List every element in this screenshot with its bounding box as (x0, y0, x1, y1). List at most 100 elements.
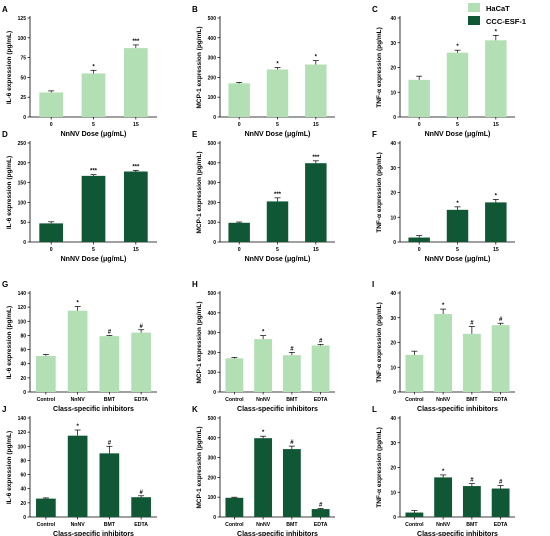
bar-e (266, 201, 289, 242)
bar-k (225, 497, 244, 517)
y-tick-label-a: 125 (18, 16, 27, 22)
y-tick-label-k: 100 (208, 495, 217, 501)
y-tick-label-c: 0 (393, 115, 396, 121)
panel-letter-f: F (372, 130, 377, 139)
y-tick-label-d: 0 (23, 240, 26, 246)
bar-g (99, 336, 120, 392)
significance-mark-l: # (499, 480, 503, 486)
x-axis-label-b: NnNV Dose (μg/mL) (245, 131, 311, 138)
bar-b (305, 64, 327, 117)
y-tick-label-h: 500 (208, 291, 217, 297)
legend-swatch-hacat (468, 3, 480, 12)
x-tick-label-l: NnNV (436, 522, 451, 528)
x-tick-label-d: 15 (133, 247, 139, 253)
bar-l (491, 488, 510, 517)
bar-k (282, 449, 301, 517)
significance-mark-h: # (319, 338, 323, 344)
significance-mark-g: * (76, 300, 79, 306)
y-tick-label-c: 20 (390, 66, 396, 72)
bar-l (434, 477, 453, 517)
bar-j (131, 497, 151, 517)
panel-letter-l: L (372, 405, 377, 414)
x-tick-label-e: 5 (276, 247, 279, 253)
y-tick-label-f: 10 (390, 215, 396, 221)
x-tick-label-c: 15 (493, 122, 499, 128)
significance-mark-i: # (470, 320, 474, 326)
y-tick-label-k: 0 (213, 515, 216, 521)
significance-mark-k: # (290, 440, 294, 446)
significance-mark-c: * (456, 44, 459, 50)
bar-l (462, 486, 481, 517)
x-tick-label-j: BMT (104, 522, 116, 528)
bar-i (405, 354, 424, 392)
significance-mark-b: * (315, 55, 318, 61)
x-tick-label-h: BMT (286, 397, 298, 403)
bar-c (408, 79, 430, 117)
x-axis-label-c: NnNV Dose (μg/mL) (425, 131, 491, 138)
x-tick-label-b: 15 (313, 122, 319, 128)
y-tick-label-e: 0 (213, 240, 216, 246)
y-tick-label-a: 75 (20, 56, 26, 62)
significance-mark-g: # (108, 329, 112, 335)
significance-mark-d: *** (132, 164, 140, 170)
x-tick-label-d: 0 (50, 247, 53, 253)
significance-mark-h: # (290, 346, 294, 352)
y-axis-label-j: IL-6 expression (pg/mL) (6, 431, 13, 504)
panel-l: L TNF-α expression (pg/mL) 0 10 20 30 40 Contro… (372, 405, 515, 536)
bar-c (485, 40, 507, 117)
y-tick-label-e: 100 (208, 220, 217, 226)
y-axis-label-g: IL-6 expression (pg/mL) (6, 306, 13, 379)
significance-mark-c: * (495, 29, 498, 35)
x-tick-label-h: EDTA (314, 397, 328, 403)
y-tick-label-f: 0 (393, 240, 396, 246)
panel-letter-k: K (192, 405, 198, 414)
y-axis-label-l: TNF-α expression (pg/mL) (376, 427, 383, 508)
panel-f: F TNF-α expression (pg/mL) 0 10 20 30 40 0 5 * 15 *… (372, 130, 515, 263)
bar-g (67, 310, 88, 392)
significance-mark-f: * (495, 193, 498, 199)
y-tick-label-i: 10 (390, 365, 396, 371)
y-tick-label-d: 100 (18, 200, 27, 206)
y-tick-label-l: 10 (390, 490, 396, 496)
y-tick-label-h: 400 (208, 311, 217, 317)
panel-letter-g: G (2, 280, 8, 289)
y-axis-label-e: MCP-1 expression (pg/mL) (196, 152, 203, 234)
x-tick-label-k: BMT (286, 522, 298, 528)
bar-b (228, 83, 250, 117)
legend: HaCaT CCC-ESF-1 (468, 3, 526, 26)
significance-mark-l: # (470, 478, 474, 484)
x-axis-label-h: Class-specific inhibitors (237, 406, 318, 413)
bar-b (266, 69, 289, 117)
y-tick-label-l: 0 (393, 515, 396, 521)
x-tick-label-a: 5 (92, 122, 95, 128)
y-axis-label-f: TNF-α expression (pg/mL) (376, 152, 383, 233)
bar-d (81, 175, 106, 242)
significance-mark-l: * (442, 469, 445, 475)
y-tick-label-c: 30 (390, 41, 396, 47)
y-tick-label-j: 120 (18, 430, 27, 436)
y-tick-label-g: 100 (18, 319, 27, 325)
x-tick-label-e: 0 (238, 247, 241, 253)
significance-mark-k: # (319, 502, 323, 508)
y-tick-label-a: 100 (18, 36, 27, 42)
y-tick-label-l: 20 (390, 466, 396, 472)
x-tick-label-b: 0 (238, 122, 241, 128)
y-tick-label-l: 40 (390, 416, 396, 422)
x-tick-label-f: 5 (456, 247, 459, 253)
y-tick-label-d: 50 (20, 220, 26, 226)
y-tick-label-c: 10 (390, 90, 396, 96)
y-axis-label-b: MCP-1 expression (pg/mL) (196, 27, 203, 109)
x-tick-label-k: EDTA (314, 522, 328, 528)
y-tick-label-e: 500 (208, 141, 217, 147)
bar-l (405, 512, 424, 517)
y-tick-label-h: 300 (208, 331, 217, 337)
bar-f (446, 209, 469, 242)
y-tick-label-d: 150 (18, 181, 27, 187)
y-tick-label-d: 250 (18, 141, 27, 147)
x-axis-label-l: Class-specific inhibitors (417, 531, 498, 536)
significance-mark-f: * (456, 201, 459, 207)
